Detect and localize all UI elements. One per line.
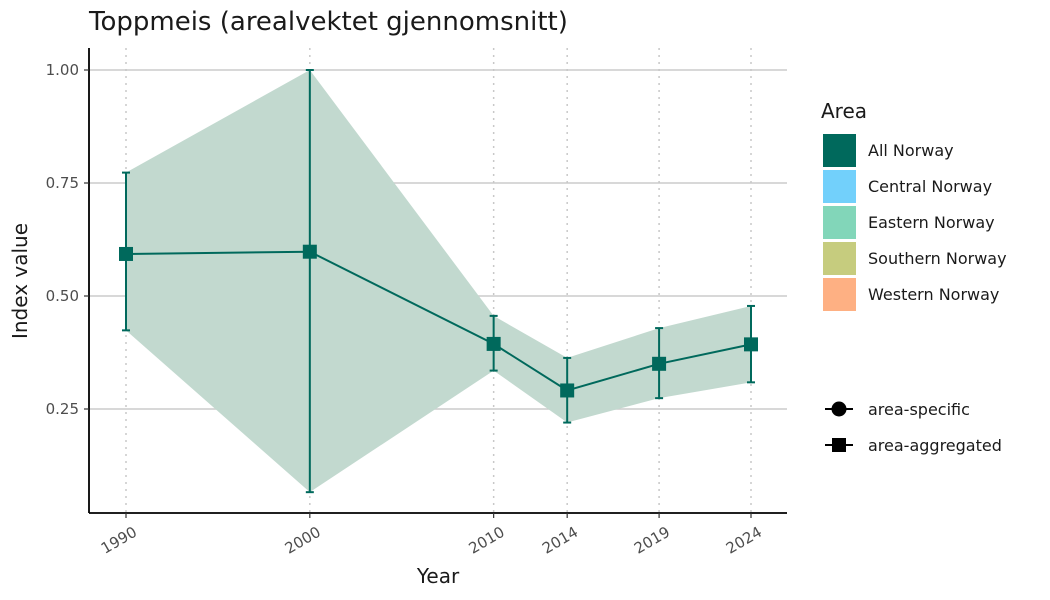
legend-square-icon [832, 438, 846, 452]
x-tick-label: 2000 [282, 523, 324, 558]
legend-label: area-specific [868, 400, 970, 419]
data-point [302, 244, 317, 259]
data-point [119, 246, 133, 261]
series-line [125, 250, 752, 392]
legend-swatch [823, 206, 856, 239]
legend-title: Area [821, 99, 867, 123]
data-point [560, 383, 575, 398]
legend-circle-icon [831, 401, 847, 417]
legend-label: Central Norway [868, 177, 992, 196]
data-point [744, 337, 758, 352]
x-tick-label: 2024 [723, 523, 765, 558]
legend: Area All Norway Central Norway Eastern Nor… [821, 99, 1007, 455]
legend-label: area-aggregated [868, 436, 1002, 455]
legend-swatch [823, 170, 856, 203]
legend-label: Southern Norway [868, 249, 1007, 268]
legend-area-items: All Norway Central Norway Eastern Norway So… [823, 134, 1007, 311]
legend-label: Eastern Norway [868, 213, 995, 232]
x-tick-label: 1990 [98, 523, 140, 558]
y-axis-title: Index value [8, 223, 32, 339]
legend-label: All Norway [868, 141, 954, 160]
chart-title: Toppmeis (arealvektet gjennomsnitt) [88, 7, 568, 37]
data-point [486, 336, 501, 351]
y-axis-ticks: 0.25 0.50 0.75 1.00 [46, 61, 89, 418]
legend-swatch [823, 134, 856, 167]
x-axis-title: Year [416, 564, 460, 588]
legend-label: Western Norway [868, 285, 999, 304]
x-tick-label: 2010 [466, 523, 508, 558]
legend-swatch [823, 278, 856, 311]
y-tick-label: 0.75 [46, 174, 79, 192]
x-axis-ticks: 1990 2000 2010 2014 2019 2024 [98, 513, 765, 558]
series-lines [125, 250, 752, 392]
data-point [652, 356, 667, 371]
y-tick-label: 0.25 [46, 400, 79, 418]
legend-swatch [823, 242, 856, 275]
ribbon-area [126, 70, 751, 493]
y-tick-label: 0.50 [46, 287, 79, 305]
legend-shape-items: area-specific area-aggregated [825, 400, 1002, 455]
confidence-ribbon [126, 70, 751, 493]
data-points [119, 244, 758, 398]
y-tick-label: 1.00 [46, 61, 79, 79]
x-tick-label: 2019 [631, 523, 673, 558]
x-tick-label: 2014 [539, 523, 581, 558]
